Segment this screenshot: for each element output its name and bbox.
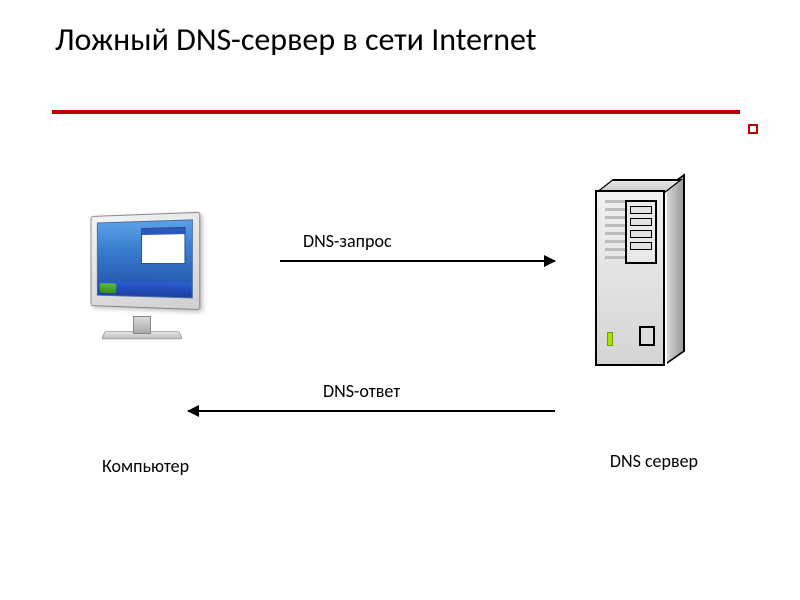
- dns-request-arrow: [280, 260, 555, 262]
- dns-request-label: DNS-запрос: [303, 230, 392, 252]
- client-computer-icon: [75, 210, 215, 350]
- diagram: Компьютер DNS сервер DNS-запрос: [0, 200, 800, 560]
- client-label: Компьютер: [102, 455, 189, 477]
- bullet-marker: [748, 124, 758, 134]
- server-label: DNS сервер: [610, 450, 698, 472]
- dns-response-arrow: [188, 410, 555, 412]
- page-title: Ложный DNS-сервер в сети Internet: [55, 22, 537, 59]
- dns-response-label: DNS-ответ: [323, 380, 400, 402]
- title-underline: [52, 110, 740, 114]
- dns-server-icon: [595, 180, 685, 370]
